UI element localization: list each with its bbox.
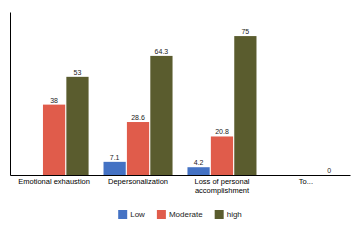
data-label: 75	[241, 28, 249, 35]
legend-label: Low	[130, 210, 145, 219]
data-label: 0	[327, 167, 331, 174]
legend-swatch	[118, 210, 127, 219]
x-tick-label: Loss of personalaccomplishment	[194, 177, 250, 195]
y-axis-line	[10, 13, 11, 176]
bar	[104, 162, 126, 175]
data-label: 53	[74, 69, 82, 76]
x-tick: To...	[299, 175, 313, 186]
x-axis-line	[11, 175, 351, 176]
legend-item: high	[215, 210, 242, 219]
legend-item: Low	[118, 210, 145, 219]
y-axis	[10, 13, 11, 176]
bar	[295, 175, 317, 176]
bar	[150, 56, 172, 175]
legend-item: Moderate	[157, 210, 203, 219]
bar	[234, 36, 256, 175]
bars	[43, 36, 257, 175]
bar	[66, 77, 88, 175]
x-axis: Emotional exhaustion Depersonalization Los…	[11, 175, 351, 195]
legend-label: high	[227, 210, 242, 219]
data-label: 38	[50, 97, 58, 104]
data-labels: 7.1 4.2 38 28.6 20.8 53 64.3 75 0	[50, 28, 331, 174]
data-label: 28.6	[131, 114, 145, 121]
bar	[187, 167, 209, 175]
bar-series	[66, 36, 256, 175]
legend: Low Moderate high	[118, 210, 242, 219]
data-label: 64.3	[155, 48, 169, 55]
x-tick: Emotional exhaustion	[18, 175, 90, 186]
legend-swatch	[157, 210, 166, 219]
bar	[20, 175, 42, 176]
x-tick-label: Depersonalization	[108, 177, 168, 186]
chart: Emotional exhaustion Depersonalization Los…	[0, 0, 360, 225]
bar	[127, 122, 149, 175]
bar	[318, 175, 340, 176]
bar	[43, 105, 65, 175]
x-tick-label: Emotional exhaustion	[18, 177, 90, 186]
legend-swatch	[215, 210, 224, 219]
data-label: 7.1	[110, 154, 120, 161]
x-tick-label: To...	[299, 177, 313, 186]
data-label: 20.8	[215, 128, 229, 135]
x-tick: Loss of personalaccomplishment	[194, 175, 250, 195]
legend-label: Moderate	[169, 210, 203, 219]
x-tick: Depersonalization	[108, 175, 168, 186]
bar	[211, 136, 233, 175]
bar	[271, 175, 293, 176]
data-label: 4.2	[194, 159, 204, 166]
